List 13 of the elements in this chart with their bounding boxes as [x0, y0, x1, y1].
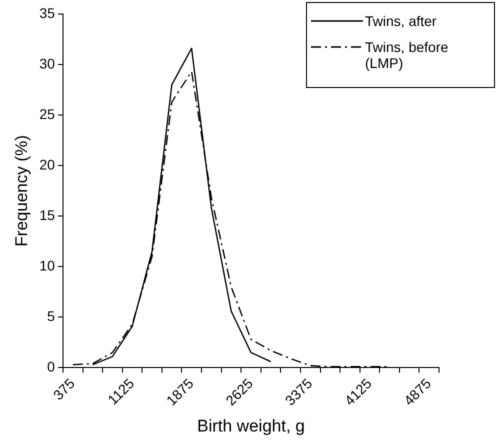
y-tick-label: 0	[47, 358, 56, 375]
y-axis-title: Frequency (%)	[12, 135, 31, 247]
y-tick-label: 10	[39, 258, 56, 274]
y-tick-label: 5	[47, 308, 56, 324]
y-tick-label: 35	[39, 4, 56, 21]
y-tick-label: 20	[39, 156, 56, 172]
x-tick-label: 375	[50, 375, 78, 404]
y-tick-label: 30	[39, 55, 56, 72]
legend-label: Twins, before (LMP)	[365, 39, 450, 71]
y-tick-label: 15	[39, 206, 56, 223]
legend-label: Twins, after	[365, 13, 438, 29]
y-tick-label: 25	[39, 106, 56, 122]
x-axis-title: Birth weight, g	[197, 416, 305, 436]
